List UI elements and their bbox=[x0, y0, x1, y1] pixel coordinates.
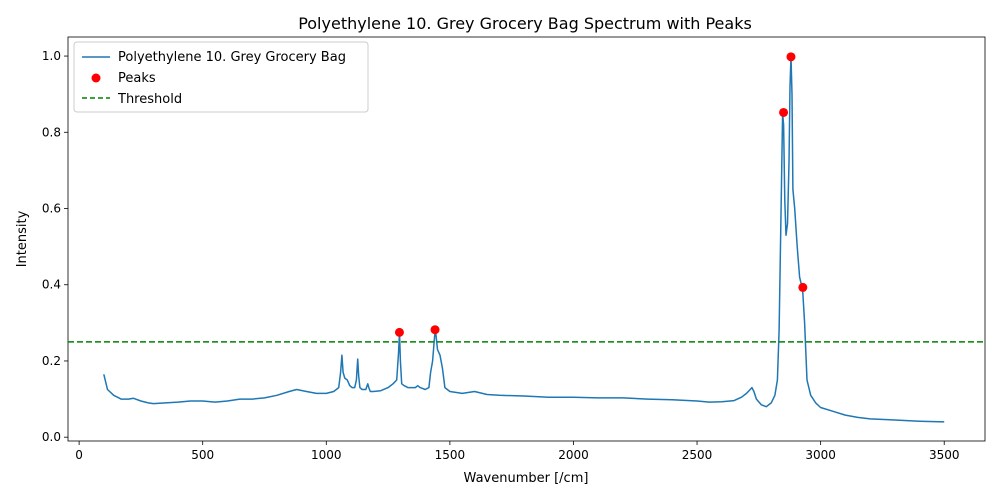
legend-label-spectrum: Polyethylene 10. Grey Grocery Bag bbox=[118, 50, 346, 65]
peak-point bbox=[430, 325, 440, 335]
chart-title: Polyethylene 10. Grey Grocery Bag Spectr… bbox=[298, 14, 752, 33]
peak-point bbox=[786, 52, 796, 62]
y-tick-label: 0.2 bbox=[42, 354, 61, 368]
legend-label-threshold: Threshold bbox=[117, 92, 182, 107]
plot-area: 0 500 1000 1500 2000 2500 3000 3500 0.00.20.40.… bbox=[42, 36, 986, 462]
peak-point bbox=[394, 327, 404, 337]
legend-marker-peaks bbox=[91, 73, 101, 83]
x-tick-label: 2000 bbox=[558, 448, 589, 462]
x-axis: 0 500 1000 1500 2000 2500 3000 3500 bbox=[75, 441, 959, 462]
x-tick-label: 0 bbox=[75, 448, 83, 462]
peak-point bbox=[798, 282, 808, 292]
plot-frame bbox=[67, 36, 986, 442]
x-tick-label: 3000 bbox=[805, 448, 836, 462]
y-tick-label: 0.0 bbox=[42, 430, 61, 444]
x-tick-label: 2500 bbox=[682, 448, 713, 462]
spectrum-line bbox=[103, 56, 945, 423]
x-axis-title: Wavenumber [/cm] bbox=[464, 471, 589, 486]
x-tick-label: 1500 bbox=[435, 448, 466, 462]
x-tick-label: 1000 bbox=[311, 448, 342, 462]
legend-box bbox=[73, 41, 369, 113]
x-tick-label: 3500 bbox=[929, 448, 960, 462]
y-tick-label: 0.6 bbox=[42, 202, 61, 216]
y-tick-label: 0.4 bbox=[42, 278, 61, 292]
peak-point bbox=[779, 107, 789, 117]
legend-label-peaks: Peaks bbox=[118, 71, 156, 86]
y-tick-label: 1.0 bbox=[42, 49, 61, 63]
y-axis: 0.0 0.2 0.4 0.6 0.8 1.0 bbox=[42, 49, 68, 444]
y-axis-title: Intensity bbox=[15, 210, 30, 267]
series-layer bbox=[68, 52, 985, 423]
x-tick-label: 500 bbox=[191, 448, 214, 462]
y-tick-label: 0.8 bbox=[42, 125, 61, 139]
legend: Polyethylene 10. Grey Grocery Bag Peaks … bbox=[73, 41, 369, 113]
